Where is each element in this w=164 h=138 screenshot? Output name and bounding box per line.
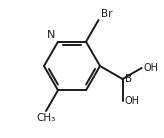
Text: N: N	[47, 30, 55, 40]
Text: OH: OH	[124, 96, 140, 106]
Text: Br: Br	[101, 9, 112, 19]
Text: CH₃: CH₃	[36, 113, 56, 123]
Text: OH: OH	[144, 63, 159, 73]
Text: B: B	[124, 74, 132, 84]
